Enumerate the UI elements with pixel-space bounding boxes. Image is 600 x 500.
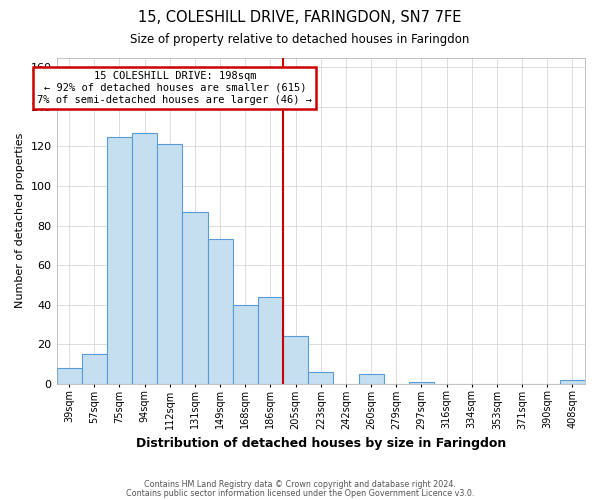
Bar bbox=[560, 380, 585, 384]
Text: 15 COLESHILL DRIVE: 198sqm
← 92% of detached houses are smaller (615)
7% of semi: 15 COLESHILL DRIVE: 198sqm ← 92% of deta… bbox=[37, 72, 313, 104]
Bar bbox=[208, 240, 233, 384]
Text: Contains public sector information licensed under the Open Government Licence v3: Contains public sector information licen… bbox=[126, 488, 474, 498]
Bar bbox=[359, 374, 383, 384]
Bar bbox=[283, 336, 308, 384]
Bar bbox=[258, 296, 283, 384]
Bar bbox=[107, 136, 132, 384]
Bar bbox=[308, 372, 334, 384]
Bar bbox=[82, 354, 107, 384]
Text: 15, COLESHILL DRIVE, FARINGDON, SN7 7FE: 15, COLESHILL DRIVE, FARINGDON, SN7 7FE bbox=[139, 10, 461, 25]
Bar bbox=[132, 132, 157, 384]
Bar bbox=[56, 368, 82, 384]
Bar bbox=[409, 382, 434, 384]
Text: Contains HM Land Registry data © Crown copyright and database right 2024.: Contains HM Land Registry data © Crown c… bbox=[144, 480, 456, 489]
Text: Size of property relative to detached houses in Faringdon: Size of property relative to detached ho… bbox=[130, 32, 470, 46]
Y-axis label: Number of detached properties: Number of detached properties bbox=[15, 133, 25, 308]
Bar bbox=[157, 144, 182, 384]
Bar bbox=[233, 304, 258, 384]
Bar bbox=[182, 212, 208, 384]
X-axis label: Distribution of detached houses by size in Faringdon: Distribution of detached houses by size … bbox=[136, 437, 506, 450]
